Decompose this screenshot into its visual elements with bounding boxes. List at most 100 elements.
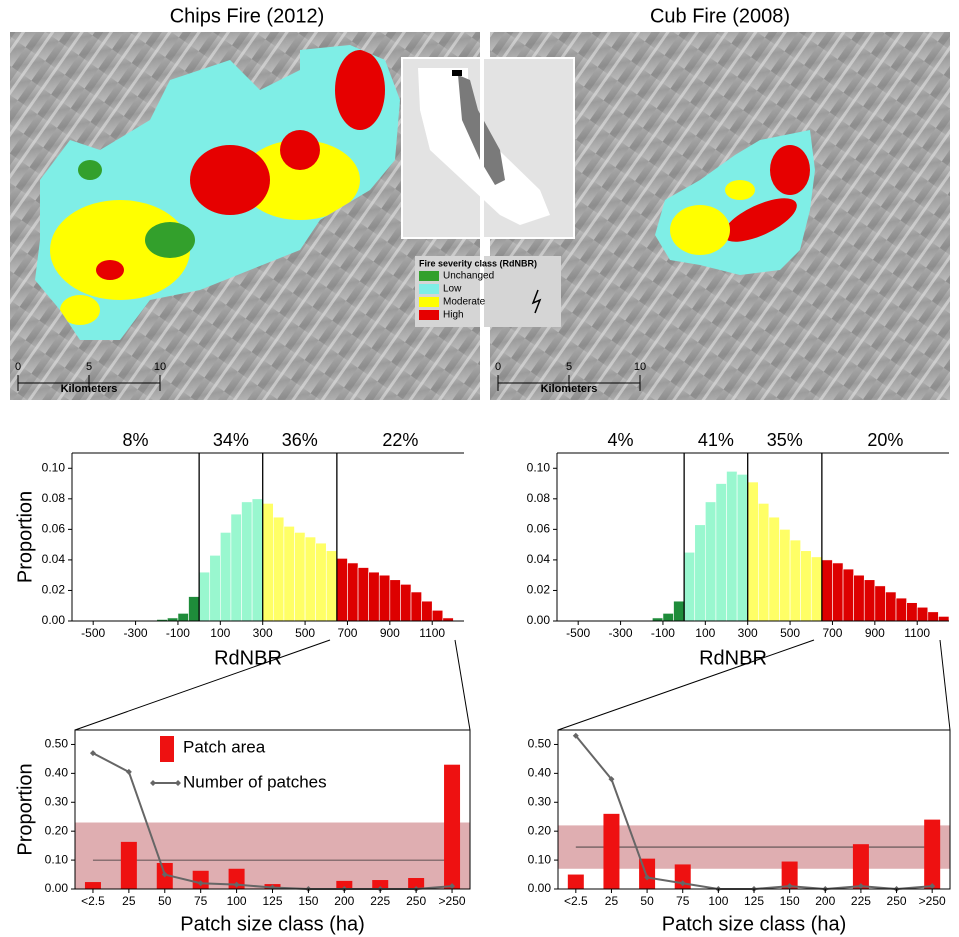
histogram-bar [325,550,338,622]
inset-site [452,70,462,76]
patch-count-point [786,883,793,890]
patch-area-bar [84,882,101,889]
y-tick-label: 0.20 [45,823,69,837]
x-axis-label: RdNBR [214,647,282,669]
y-tick-label: 0.40 [528,766,552,780]
y-tick-label: 0.02 [527,583,551,597]
legend-swatch [419,310,439,320]
x-tick-label: -500 [566,626,590,640]
x-tick-label: 125 [744,894,764,908]
y-tick-label: 0.50 [45,737,69,751]
x-axis-label: Patch size class (ha) [180,913,365,935]
histogram-bar [853,574,865,622]
histogram-bar [736,474,749,622]
y-tick-label: 0.10 [45,852,69,866]
reference-band [75,822,470,889]
class-share-label: 36% [282,430,318,450]
patch-area-bar [603,813,620,889]
y-tick-label: 0.20 [528,823,552,837]
class-share-label: 8% [123,430,149,450]
zoom-line [557,639,815,731]
patch-count-point [197,880,204,887]
histogram-bar [177,613,189,622]
legend-label: Low [443,284,462,295]
histogram-bar [378,574,391,622]
histogram-bar [683,551,696,622]
x-tick-label: 225 [851,894,871,908]
histogram-bar [209,555,221,622]
scale-tick-label: 5 [566,361,572,373]
histogram-bar [673,600,685,622]
y-tick-label: 0.10 [42,460,66,474]
patch-area-bar [372,880,389,889]
y-tick-label: 0.00 [527,613,551,627]
x-tick-label: -500 [81,626,105,640]
x-tick-label: 50 [158,894,172,908]
histogram-bar [188,596,200,622]
x-tick-label: 100 [210,626,230,640]
histogram-bar [705,501,717,622]
legend-swatch [419,271,439,281]
histogram-bar [262,503,274,622]
histogram-bar [789,539,801,622]
scale-tick-label: 0 [495,361,501,373]
legend-title: Fire severity class (RdNBR) [419,258,537,268]
x-tick-label: 100 [227,894,247,908]
north-arrow [531,289,542,314]
histogram-bar [241,501,253,622]
x-tick-label: 25 [605,894,619,908]
map-title: Cub Fire (2008) [650,5,790,27]
patch-count-point [572,732,579,739]
histogram-bar [294,532,306,622]
x-tick-label: 50 [640,894,654,908]
x-tick-label: <2.5 [81,894,105,908]
x-tick-label: 100 [695,626,715,640]
y-tick-label: 0.10 [527,460,551,474]
x-tick-label: 500 [780,626,800,640]
patch-area-bar [336,880,353,889]
scale-tick-label: 10 [154,361,166,373]
histogram-bar [283,526,295,622]
histogram-bar [874,585,886,622]
class-share-label: 22% [382,430,418,450]
x-tick-label: 100 [708,894,728,908]
y-tick-label: 0.50 [528,737,552,751]
histogram-bar [389,579,401,622]
y-tick-label: 0.08 [527,491,551,505]
x-tick-label: 700 [337,626,357,640]
histogram-bar [747,481,759,622]
histogram-bar [863,579,876,622]
patch-count-point [857,883,864,890]
histogram-bar [821,559,833,622]
x-tick-label: 900 [380,626,400,640]
y-tick-label: 0.30 [45,794,69,808]
legend-label: High [443,310,464,321]
x-tick-label: 200 [334,894,354,908]
x-axis-label: Patch size class (ha) [662,913,847,935]
zoom-line [939,639,951,731]
legend-label: Unchanged [443,271,494,282]
patch-count-point [449,883,456,890]
y-axis-label: Proportion [14,763,36,855]
histogram-bar [347,562,359,622]
x-tick-label: 25 [122,894,136,908]
histogram-bar [800,550,812,622]
patch-area-bar [408,878,425,889]
y-tick-label: 0.06 [527,522,551,536]
map-panel [10,32,950,400]
x-tick-label: 1100 [419,626,445,640]
histogram-bar [885,591,897,622]
class-share-label: 34% [213,430,249,450]
histogram-bar [810,556,823,622]
patch-count-point [161,871,168,878]
class-share-label: 4% [608,430,634,450]
histogram-bar [832,562,844,622]
legend-label: Patch area [183,737,266,756]
zoom-lines [74,639,951,731]
patch-count-point [89,750,96,757]
x-tick-label: 150 [780,894,800,908]
y-tick-label: 0.40 [45,766,69,780]
histogram-bar [906,602,918,622]
x-tick-label: 250 [406,894,426,908]
